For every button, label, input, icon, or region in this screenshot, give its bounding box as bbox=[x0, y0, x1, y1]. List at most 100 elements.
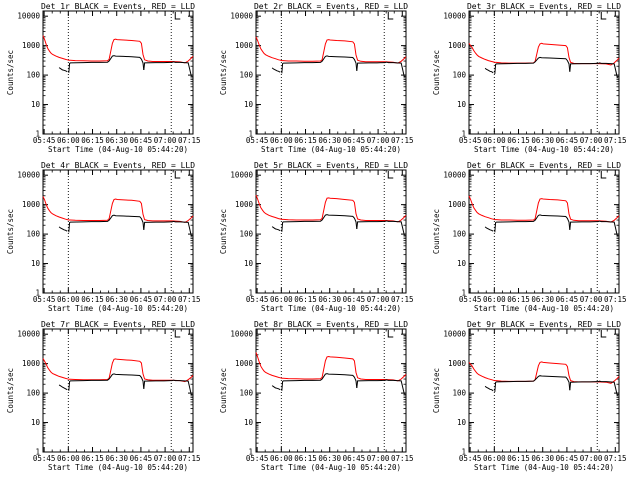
series-events-segment bbox=[484, 226, 494, 232]
x-tick-label: 06:30 bbox=[105, 295, 128, 304]
bracket-marker bbox=[174, 171, 181, 179]
series-lld-line bbox=[468, 195, 620, 223]
x-tick-label: 07:15 bbox=[604, 295, 627, 304]
x-tick-label: 07:15 bbox=[391, 136, 414, 145]
series-events-segment bbox=[569, 380, 618, 397]
y-tick-label: 100 bbox=[452, 230, 466, 239]
series-events-segment bbox=[569, 220, 618, 237]
x-tick-label: 06:15 bbox=[507, 295, 530, 304]
series-events-segment bbox=[143, 61, 192, 77]
y-tick-label: 10 bbox=[244, 259, 254, 268]
y-axis-label: Counts/sec bbox=[219, 368, 228, 413]
x-tick-label: 06:30 bbox=[318, 136, 341, 145]
x-axis-label: Start Time (04-Aug-10 05:44:20) bbox=[48, 463, 188, 472]
series-events-segment bbox=[484, 67, 494, 74]
x-tick-label: 07:00 bbox=[367, 136, 390, 145]
y-tick-label: 1000 bbox=[235, 41, 254, 50]
x-tick-label: 05:45 bbox=[459, 454, 482, 463]
y-axis-label: Counts/sec bbox=[432, 50, 441, 95]
x-tick-label: 05:45 bbox=[246, 295, 269, 304]
plot-frame bbox=[42, 328, 194, 453]
y-tick-label: 1 bbox=[248, 448, 253, 457]
y-tick-label: 100 bbox=[452, 71, 466, 80]
y-axis-label: Counts/sec bbox=[6, 50, 15, 95]
y-tick-label: 10000 bbox=[17, 12, 40, 21]
x-tick-label: 06:30 bbox=[531, 136, 554, 145]
x-tick-label: 06:15 bbox=[294, 454, 317, 463]
x-tick-label: 07:15 bbox=[178, 136, 201, 145]
x-tick-label: 06:00 bbox=[57, 136, 80, 145]
panel-det-4: Det 4r BLACK = Events, RED = LLD 1 10 100 10… bbox=[6, 161, 201, 313]
x-axis-label: Start Time (04-Aug-10 05:44:20) bbox=[474, 145, 614, 154]
x-tick-label: 06:15 bbox=[81, 136, 104, 145]
y-tick-label: 1000 bbox=[448, 359, 467, 368]
x-tick-label: 06:00 bbox=[270, 136, 293, 145]
y-tick-label: 10000 bbox=[230, 330, 253, 339]
x-tick-label: 06:15 bbox=[507, 136, 530, 145]
series-events-segment bbox=[281, 373, 358, 391]
panel-det-9: Det 9r BLACK = Events, RED = LLD 1 10 100 10… bbox=[432, 320, 627, 472]
x-tick-label: 06:45 bbox=[556, 136, 579, 145]
x-tick-label: 06:30 bbox=[318, 454, 341, 463]
panel-title: Det 7r BLACK = Events, RED = LLD bbox=[41, 320, 195, 329]
x-tick-label: 05:45 bbox=[33, 454, 56, 463]
x-tick-label: 06:45 bbox=[556, 295, 579, 304]
bracket-marker bbox=[387, 330, 394, 338]
x-tick-label: 07:00 bbox=[154, 454, 177, 463]
x-tick-label: 06:00 bbox=[483, 295, 506, 304]
x-tick-label: 06:30 bbox=[531, 295, 554, 304]
series-events-segment bbox=[494, 375, 571, 392]
x-tick-label: 07:00 bbox=[580, 136, 603, 145]
x-tick-label: 06:30 bbox=[105, 454, 128, 463]
y-tick-label: 1 bbox=[248, 130, 253, 139]
panel-title: Det 5r BLACK = Events, RED = LLD bbox=[254, 161, 408, 170]
series-events-segment bbox=[281, 55, 358, 74]
y-axis-label: Counts/sec bbox=[432, 209, 441, 254]
y-tick-label: 100 bbox=[26, 389, 40, 398]
y-tick-label: 1000 bbox=[235, 200, 254, 209]
y-axis-label: Counts/sec bbox=[6, 209, 15, 254]
panel-det-5: Det 5r BLACK = Events, RED = LLD 1 10 100 10… bbox=[219, 161, 414, 313]
series-events-segment bbox=[143, 220, 192, 237]
y-tick-label: 100 bbox=[26, 230, 40, 239]
x-tick-label: 07:00 bbox=[580, 454, 603, 463]
x-axis-label: Start Time (04-Aug-10 05:44:20) bbox=[48, 145, 188, 154]
y-tick-label: 1 bbox=[35, 130, 40, 139]
bracket-marker bbox=[600, 171, 607, 179]
y-tick-label: 1 bbox=[248, 289, 253, 298]
y-tick-label: 10000 bbox=[443, 12, 466, 21]
bracket-marker bbox=[387, 12, 394, 20]
y-tick-label: 100 bbox=[239, 389, 253, 398]
series-events-segment bbox=[494, 214, 571, 233]
x-tick-label: 07:15 bbox=[391, 295, 414, 304]
x-tick-label: 07:15 bbox=[391, 454, 414, 463]
x-tick-label: 06:15 bbox=[81, 454, 104, 463]
x-tick-label: 07:00 bbox=[367, 454, 390, 463]
bracket-marker bbox=[600, 330, 607, 338]
x-axis-label: Start Time (04-Aug-10 05:44:20) bbox=[261, 463, 401, 472]
y-tick-label: 100 bbox=[452, 389, 466, 398]
y-tick-label: 10 bbox=[244, 418, 254, 427]
panel-title: Det 6r BLACK = Events, RED = LLD bbox=[467, 161, 621, 170]
y-tick-label: 10 bbox=[457, 100, 467, 109]
x-tick-label: 05:45 bbox=[246, 136, 269, 145]
series-events-segment bbox=[68, 373, 145, 391]
series-events-segment bbox=[58, 226, 68, 232]
series-events-segment bbox=[356, 379, 405, 395]
plot-frame bbox=[255, 328, 407, 453]
x-tick-label: 06:15 bbox=[81, 295, 104, 304]
panel-title: Det 9r BLACK = Events, RED = LLD bbox=[467, 320, 621, 329]
plot-frame bbox=[255, 169, 407, 294]
x-tick-label: 07:15 bbox=[178, 454, 201, 463]
y-tick-label: 1 bbox=[461, 130, 466, 139]
x-tick-label: 05:45 bbox=[33, 295, 56, 304]
y-tick-label: 10 bbox=[457, 259, 467, 268]
plot-frame bbox=[42, 10, 194, 135]
y-axis-label: Counts/sec bbox=[6, 368, 15, 413]
y-tick-label: 1000 bbox=[448, 41, 467, 50]
y-tick-label: 10000 bbox=[443, 171, 466, 180]
x-axis-label: Start Time (04-Aug-10 05:44:20) bbox=[474, 463, 614, 472]
panel-title: Det 3r BLACK = Events, RED = LLD bbox=[467, 2, 621, 11]
